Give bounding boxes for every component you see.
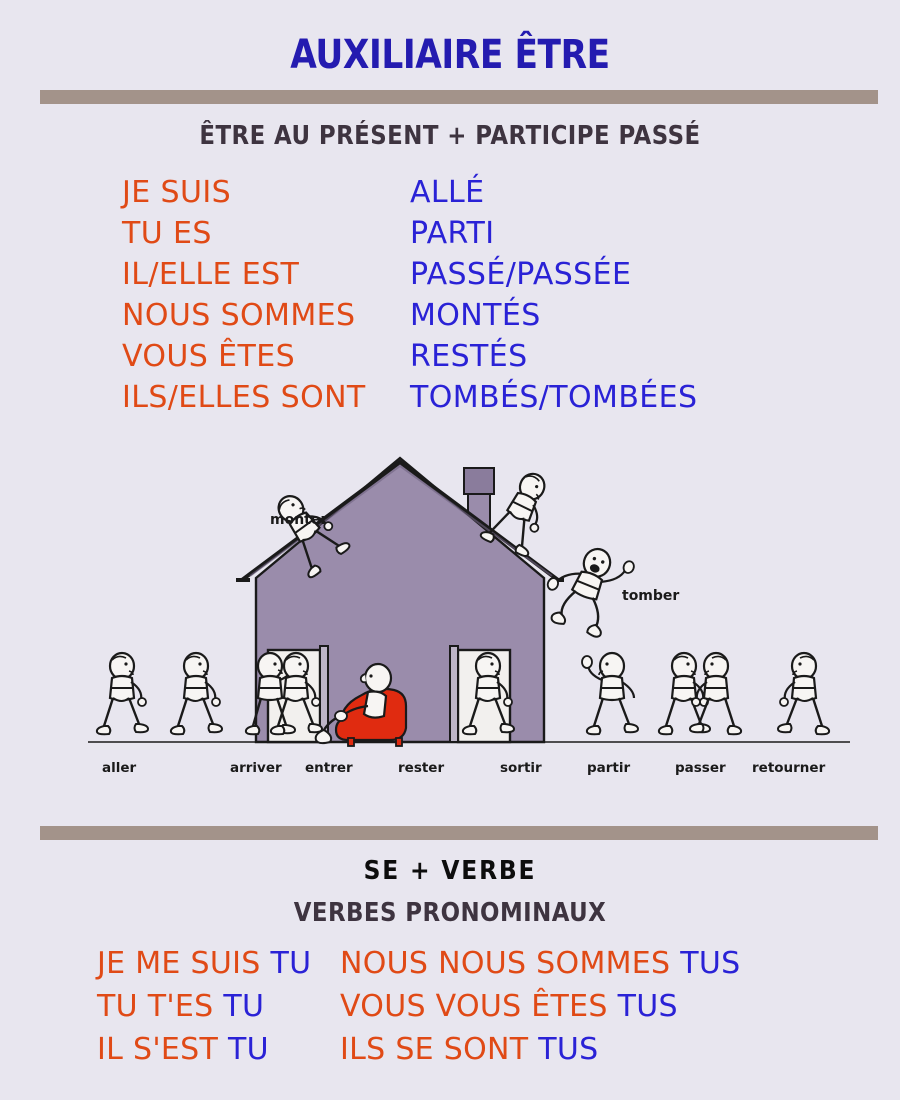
conjugation-table-etre: JE SUIS ALLÉ TU ES PARTI IL/ELLE EST PAS… (0, 175, 900, 421)
table-row: ILS/ELLES SONT TOMBÉS/TOMBÉES (0, 380, 900, 421)
illustration-label-entrer: entrer (305, 760, 353, 776)
pronominal-participle: TU (223, 989, 265, 1024)
pronominal-participle: TUS (617, 989, 678, 1024)
pronominal-pronoun: TU T'ES (97, 989, 224, 1024)
pronominal-left-cell: JE ME SUIS TU (0, 946, 340, 981)
house-of-etre-illustration: monter tomber aller arriver entrer reste… (60, 450, 860, 810)
pronominal-right-cell: ILS SE SONT TUS (340, 1032, 598, 1067)
pronominal-pronoun: NOUS NOUS SOMMES (340, 946, 681, 981)
figure-passer-b (688, 651, 743, 736)
pronominal-participle: TUS (538, 1032, 599, 1067)
figure-retourner (776, 651, 831, 736)
table-row: JE SUIS ALLÉ (0, 175, 900, 216)
illustration-label-sortir: sortir (500, 760, 542, 776)
conjugation-pronoun: NOUS SOMMES (122, 298, 356, 333)
illustration-label-passer: passer (675, 760, 726, 776)
table-row: IL S'EST TU ILS SE SONT TUS (0, 1032, 900, 1075)
pronominal-right-cell: NOUS NOUS SOMMES TUS (340, 946, 740, 981)
pronominal-left-cell: TU T'ES TU (0, 989, 340, 1024)
divider-top (40, 90, 878, 104)
pronominal-participle: TUS (680, 946, 741, 981)
figure-tomber (546, 547, 635, 638)
conjugation-participle: TOMBÉS/TOMBÉES (410, 380, 698, 415)
pronominal-pronoun: VOUS VOUS ÊTES (340, 989, 618, 1024)
table-row: IL/ELLE EST PASSÉ/PASSÉE (0, 257, 900, 298)
pronominal-participle: TU (227, 1032, 269, 1067)
illustration-label-rester: rester (398, 760, 444, 776)
illustration-label-retourner: retourner (752, 760, 826, 776)
section-heading-se-verbe: SE + VERBE (363, 856, 537, 886)
figure-aller (95, 651, 150, 736)
page-title: AUXILIAIRE ÊTRE (290, 32, 610, 78)
conjugation-participle: RESTÉS (410, 339, 528, 374)
pronominal-left-cell: IL S'EST TU (0, 1032, 340, 1067)
table-row: TU ES PARTI (0, 216, 900, 257)
conjugation-participle: PARTI (410, 216, 495, 251)
pronominal-participle: TU (270, 946, 312, 981)
figure-passer-a (657, 651, 712, 736)
pronominal-pronoun: ILS SE SONT (340, 1032, 539, 1067)
table-row: JE ME SUIS TU NOUS NOUS SOMMES TUS (0, 946, 900, 989)
section-subtitle-formula: ÊTRE AU PRÉSENT + PARTICIPE PASSÉ (199, 121, 701, 151)
table-row: TU T'ES TU VOUS VOUS ÊTES TUS (0, 989, 900, 1032)
conjugation-table-pronominaux: JE ME SUIS TU NOUS NOUS SOMMES TUS TU T'… (0, 946, 900, 1075)
figure-rester (314, 662, 393, 745)
pronominal-pronoun: IL S'EST (97, 1032, 228, 1067)
illustration-label-monter: monter (270, 512, 327, 528)
conjugation-participle: MONTÉS (410, 298, 541, 333)
table-row: VOUS ÊTES RESTÉS (0, 339, 900, 380)
conjugation-participle: PASSÉ/PASSÉE (410, 257, 632, 292)
illustration-label-partir: partir (587, 760, 631, 776)
illustration-label-arriver: arriver (230, 760, 282, 776)
section-heading-verbes-pronominaux: VERBES PRONOMINAUX (293, 898, 607, 928)
conjugation-participle: ALLÉ (410, 175, 485, 210)
pronominal-pronoun: JE ME SUIS (97, 946, 271, 981)
conjugation-pronoun: IL/ELLE EST (122, 257, 300, 292)
pronominal-right-cell: VOUS VOUS ÊTES TUS (340, 989, 678, 1024)
divider-bottom (40, 826, 878, 840)
figure-partir (581, 651, 640, 736)
table-row: NOUS SOMMES MONTÉS (0, 298, 900, 339)
illustration-label-tomber: tomber (622, 588, 679, 604)
figure-walking-mid (169, 651, 224, 736)
illustration-label-aller: aller (102, 760, 137, 776)
conjugation-pronoun: ILS/ELLES SONT (122, 380, 366, 415)
conjugation-pronoun: JE SUIS (122, 175, 232, 210)
conjugation-pronoun: TU ES (122, 216, 212, 251)
conjugation-pronoun: VOUS ÊTES (122, 339, 296, 374)
